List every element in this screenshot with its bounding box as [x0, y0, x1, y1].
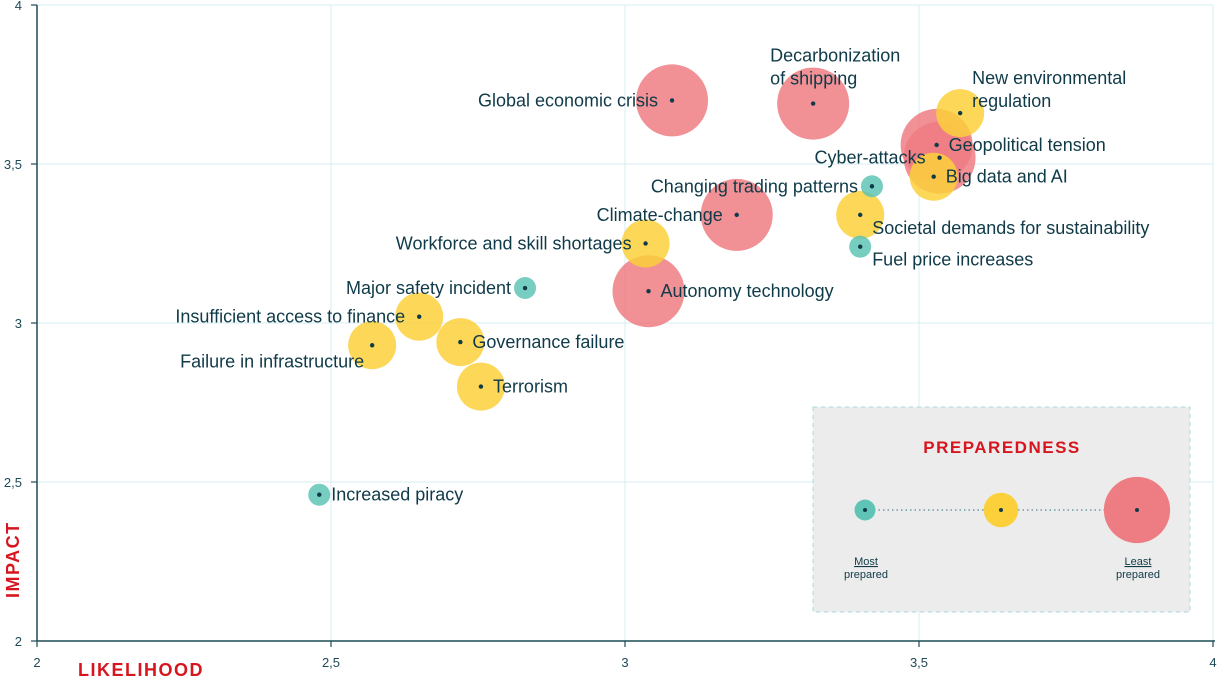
bubble-label: Autonomy technology — [661, 281, 834, 301]
bubble-label: Big data and AI — [946, 167, 1068, 187]
bubble-label-line: Global economic crisis — [478, 90, 658, 110]
y-tick-label: 3,5 — [4, 157, 22, 172]
legend-most-prepared: Most prepared — [844, 556, 888, 581]
x-tick-label: 2,5 — [322, 655, 340, 670]
bubble-label-line: Decarbonization — [770, 46, 900, 66]
bubble-label-line: Societal demands for sustainability — [872, 218, 1149, 238]
legend-least-prepared: Least prepared — [1116, 556, 1160, 581]
bubble-center-dot — [934, 142, 939, 148]
bubble-center-dot — [458, 339, 463, 345]
bubbles — [308, 64, 985, 506]
bubble-label-line: Failure in infrastructure — [180, 351, 364, 371]
tick-labels: 2 2,5 3 3,5 4 2 2,5 3 3,5 4 — [4, 0, 1217, 670]
bubble-label: Fuel price increases — [872, 250, 1033, 270]
bubble-label: Terrorism — [493, 377, 568, 397]
preparedness-legend: PREPAREDNESS Most prepared Least prepared — [812, 406, 1191, 613]
legend-caption-line: prepared — [1116, 569, 1160, 581]
bubble-label: Insufficient access to finance — [175, 307, 405, 327]
bubble-label: Failure in infrastructure — [180, 351, 364, 371]
bubble-label: Cyber-attacks — [815, 148, 926, 168]
y-tick-label: 3 — [15, 316, 22, 331]
bubble-label-line: Cyber-attacks — [815, 148, 926, 168]
bubble-center-dot — [734, 212, 739, 218]
legend-bubble-dot — [863, 508, 867, 512]
bubble-center-dot — [369, 343, 375, 348]
legend-caption-line: Least — [1125, 556, 1152, 568]
bubble-label: Increased piracy — [331, 485, 463, 505]
bubble-center-dot — [417, 314, 422, 319]
bubble-label-line: Big data and AI — [946, 167, 1068, 187]
bubble-center-dot — [931, 174, 936, 179]
bubble-label: Major safety incident — [346, 278, 511, 298]
legend-title: PREPAREDNESS — [923, 438, 1081, 457]
bubble-label: Governance failure — [472, 332, 624, 352]
bubble-label: New environmental regulation — [972, 68, 1126, 111]
legend-caption-line: Most — [854, 556, 878, 568]
bubble-center-dot — [669, 98, 675, 103]
bubble-label-line: Fuel price increases — [872, 250, 1033, 270]
legend-bubble-dot — [999, 508, 1003, 512]
y-tick-label: 2 — [15, 634, 22, 649]
bubble-center-dot — [937, 155, 942, 160]
bubble-center-dot — [646, 289, 651, 294]
bubble-label: Geopolitical tension — [949, 135, 1106, 155]
bubble-center-dot — [478, 384, 484, 389]
bubble-label-line: Governance failure — [472, 332, 624, 352]
x-axis-title: LIKELIHOOD — [78, 660, 204, 680]
bubble-labels: Global economic crisis Decarbonization of … — [175, 46, 1149, 505]
x-tick-label: 3 — [621, 655, 628, 670]
y-axis-title: IMPACT — [3, 521, 23, 598]
bubble-label-line: of shipping — [770, 69, 857, 89]
bubble-label: Workforce and skill shortages — [396, 234, 632, 254]
bubble-center-dot — [317, 492, 322, 497]
bubble-center-dot — [858, 212, 863, 218]
y-tick-label: 4 — [15, 0, 22, 13]
bubble-label: Decarbonization of shipping — [770, 46, 900, 89]
bubble-label-line: Major safety incident — [346, 278, 511, 298]
bubble-label: Climate-change — [597, 205, 723, 225]
legend-marks — [854, 476, 1171, 544]
y-tick-label: 2,5 — [4, 475, 22, 490]
bubble-label: Changing trading patterns — [651, 176, 858, 196]
bubble-label-line: Autonomy technology — [661, 281, 834, 301]
bubble-label-line: Insufficient access to finance — [175, 307, 405, 327]
x-tick-label: 4 — [1209, 655, 1216, 670]
bubble-label: Global economic crisis — [478, 90, 658, 110]
bubble-center-dot — [957, 110, 963, 116]
bubble-center-dot — [858, 244, 863, 249]
bubble-center-dot — [643, 241, 648, 246]
bubble-center-dot — [522, 285, 528, 291]
bubble-label-line: Workforce and skill shortages — [396, 234, 632, 254]
bubble-label-line: Geopolitical tension — [949, 135, 1106, 155]
legend-caption-line: prepared — [844, 569, 888, 581]
bubble-label-line: Terrorism — [493, 377, 568, 397]
bubble-label-line: regulation — [972, 91, 1051, 111]
bubble-label-line: Increased piracy — [331, 485, 463, 505]
bubble-label-line: Changing trading patterns — [651, 176, 858, 196]
bubble-center-dot — [869, 184, 875, 189]
bubble-label: Societal demands for sustainability — [872, 218, 1149, 238]
bubble-center-dot — [810, 101, 816, 106]
legend-bubble-dot — [1135, 508, 1139, 512]
bubble-label-line: Climate-change — [597, 205, 723, 225]
x-tick-label: 2 — [33, 655, 40, 670]
bubble-label-line: New environmental — [972, 68, 1126, 88]
x-tick-label: 3,5 — [910, 655, 928, 670]
